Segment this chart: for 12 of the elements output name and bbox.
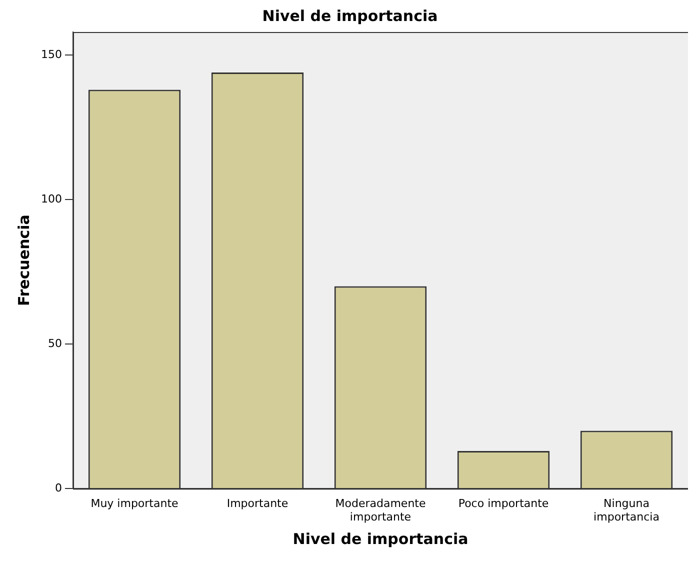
y-tick-label: 150	[40, 48, 62, 61]
chart-title: Nivel de importancia	[262, 6, 438, 25]
x-axis-title: Nivel de importancia	[292, 530, 468, 548]
y-tick-label: 0	[54, 481, 62, 494]
y-axis-title: Frecuencia	[14, 214, 33, 306]
x-tick-label: Poco importante	[458, 497, 549, 510]
x-tick-label: Muy importante	[90, 497, 179, 510]
x-tick-label: Moderadamente importante	[335, 497, 426, 524]
x-tick-label: Ninguna importancia	[594, 497, 660, 524]
y-tick-label: 100	[40, 192, 62, 206]
x-tick-label: Importante	[226, 497, 288, 510]
y-tick-label: 50	[48, 336, 62, 350]
